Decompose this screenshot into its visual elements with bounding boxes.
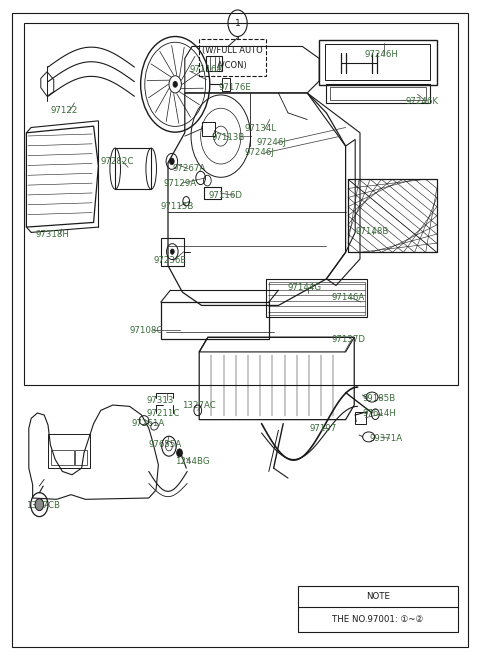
Text: 1: 1 [235,19,240,28]
Text: THE NO.97001: ①~②: THE NO.97001: ①~② [332,615,424,624]
Text: 97122: 97122 [50,106,78,116]
Text: 97313: 97313 [146,396,174,405]
Bar [161,302,269,339]
Text: 97614H: 97614H [362,409,396,418]
Text: 1327AC: 1327AC [182,400,216,410]
Bar [325,44,430,80]
Bar [266,279,367,317]
Text: 97113B: 97113B [211,133,245,142]
Text: 99185B: 99185B [362,394,396,403]
Text: 1327CB: 1327CB [26,501,60,511]
Bar [115,148,151,189]
Text: 97246H: 97246H [365,50,399,59]
Bar [319,40,437,85]
Text: 97282C: 97282C [101,157,134,166]
Bar [51,450,74,465]
Bar [202,122,215,136]
Text: 97267A: 97267A [173,164,206,173]
Bar [222,78,230,91]
Text: 97144G: 97144G [288,283,322,292]
Bar [206,56,222,71]
Text: 97246K: 97246K [406,97,439,106]
Bar [199,39,266,76]
Text: 97318H: 97318H [36,230,70,239]
Text: 97116D: 97116D [209,191,243,200]
Circle shape [173,82,177,87]
Text: 97108C: 97108C [130,325,163,335]
Text: 97115B: 97115B [161,202,194,211]
Text: 97146A: 97146A [331,293,364,302]
Text: 97197: 97197 [310,424,337,433]
Text: NOTE: NOTE [366,592,390,601]
Bar [330,87,426,100]
Bar [48,434,90,468]
Text: 97116A: 97116A [190,65,223,74]
Text: 97176E: 97176E [218,83,251,92]
Text: 97129A: 97129A [163,179,196,188]
Bar [269,282,365,315]
Text: 97148B: 97148B [355,226,389,236]
Text: 99371A: 99371A [370,434,403,443]
Text: 97236E: 97236E [154,256,186,265]
Text: 1244BG: 1244BG [175,457,210,466]
Circle shape [177,449,182,457]
Text: 97137D: 97137D [331,335,365,345]
Text: 97134L: 97134L [245,124,277,133]
Bar [326,84,430,103]
Text: 97246J: 97246J [245,148,275,157]
Text: 97655A: 97655A [149,440,182,450]
Text: 97246J: 97246J [257,138,287,147]
Bar [355,412,366,424]
Bar [298,586,458,632]
Bar [161,238,184,266]
Text: 97211C: 97211C [146,408,180,418]
Circle shape [169,158,174,165]
Circle shape [170,249,174,254]
Text: 97261A: 97261A [132,419,165,428]
Text: A/CON): A/CON) [217,60,248,70]
Bar [24,23,458,385]
Text: (W/FULL AUTO: (W/FULL AUTO [203,46,263,55]
Bar [348,179,437,252]
Bar [75,450,87,465]
Circle shape [35,499,44,511]
